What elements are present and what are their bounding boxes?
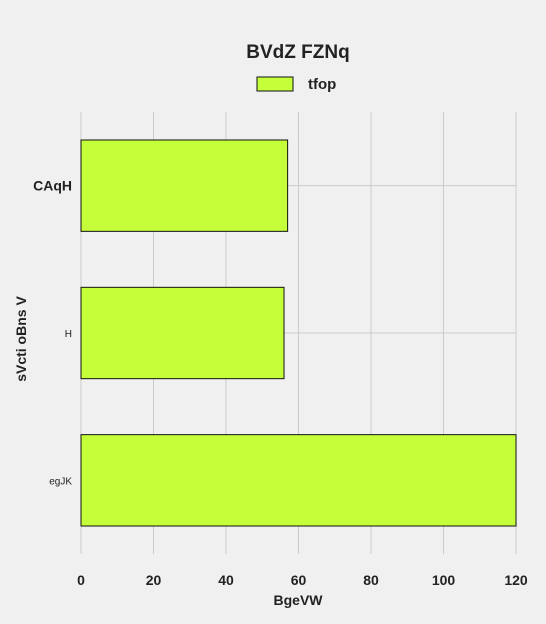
bars	[80, 139, 517, 527]
x-tick-label: 40	[218, 572, 234, 588]
x-tick-label: 60	[291, 572, 307, 588]
chart-title: BVdZ FZNq	[246, 42, 349, 63]
y-axis-label: sVcti oBns V	[13, 296, 29, 382]
y-tick-label: H	[65, 329, 72, 340]
y-tick-label: egJK	[49, 476, 72, 487]
x-axis-label: BgeVW	[274, 592, 324, 608]
x-tick-label: 80	[363, 572, 379, 588]
bar	[80, 139, 289, 232]
legend-swatch	[256, 76, 294, 92]
x-tick-label: 0	[77, 572, 85, 588]
x-tick-labels: 0 20 40 60 80 100 120	[77, 572, 528, 588]
legend-label: tfop	[308, 76, 336, 93]
x-tick-label: 100	[432, 572, 456, 588]
bar	[80, 286, 285, 380]
x-tick-label: 120	[504, 572, 528, 588]
x-tick-label: 20	[146, 572, 162, 588]
y-tick-label: CAqH	[33, 178, 72, 194]
legend: tfop	[256, 76, 336, 93]
bar	[80, 434, 517, 527]
